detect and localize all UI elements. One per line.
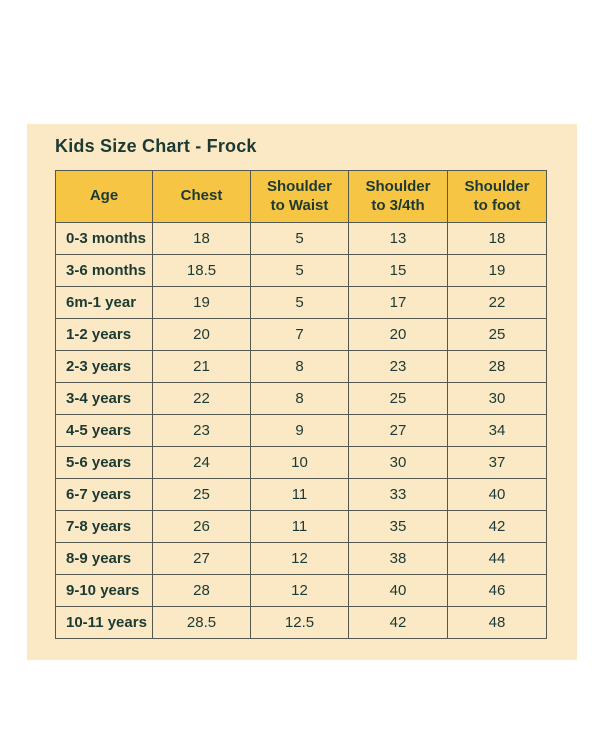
table-header-row: Age Chest Shoulder to Waist Shoulder to 3/4… bbox=[55, 170, 547, 223]
table-row: 1-2 years 20 7 20 25 bbox=[55, 318, 547, 351]
age-cell: 10-11 years bbox=[55, 606, 153, 639]
value-cell: 12 bbox=[250, 542, 349, 575]
value-cell: 25 bbox=[348, 382, 448, 415]
table-row: 5-6 years 24 10 30 37 bbox=[55, 446, 547, 479]
age-cell: 0-3 months bbox=[55, 222, 153, 255]
value-cell: 8 bbox=[250, 350, 349, 383]
value-cell: 11 bbox=[250, 478, 349, 511]
table-row: 3-6 months 18.5 5 15 19 bbox=[55, 254, 547, 287]
column-header: Shoulder to Waist bbox=[250, 170, 349, 223]
value-cell: 22 bbox=[152, 382, 251, 415]
value-cell: 40 bbox=[447, 478, 547, 511]
value-cell: 25 bbox=[447, 318, 547, 351]
value-cell: 24 bbox=[152, 446, 251, 479]
value-cell: 18 bbox=[447, 222, 547, 255]
value-cell: 19 bbox=[152, 286, 251, 319]
age-cell: 7-8 years bbox=[55, 510, 153, 543]
value-cell: 8 bbox=[250, 382, 349, 415]
value-cell: 38 bbox=[348, 542, 448, 575]
column-header: Shoulder to foot bbox=[447, 170, 547, 223]
value-cell: 33 bbox=[348, 478, 448, 511]
value-cell: 23 bbox=[348, 350, 448, 383]
table-row: 6m-1 year 19 5 17 22 bbox=[55, 286, 547, 319]
value-cell: 9 bbox=[250, 414, 349, 447]
value-cell: 26 bbox=[152, 510, 251, 543]
column-header: Age bbox=[55, 170, 153, 223]
age-cell: 8-9 years bbox=[55, 542, 153, 575]
table-row: 2-3 years 21 8 23 28 bbox=[55, 350, 547, 383]
value-cell: 19 bbox=[447, 254, 547, 287]
table-row: 0-3 months 18 5 13 18 bbox=[55, 222, 547, 255]
value-cell: 18.5 bbox=[152, 254, 251, 287]
value-cell: 48 bbox=[447, 606, 547, 639]
age-cell: 1-2 years bbox=[55, 318, 153, 351]
size-chart-card: Kids Size Chart - Frock Age Chest Shoulder… bbox=[27, 124, 577, 660]
value-cell: 21 bbox=[152, 350, 251, 383]
column-header: Shoulder to 3/4th bbox=[348, 170, 448, 223]
value-cell: 5 bbox=[250, 286, 349, 319]
age-cell: 6m-1 year bbox=[55, 286, 153, 319]
page-title: Kids Size Chart - Frock bbox=[55, 136, 257, 156]
value-cell: 20 bbox=[152, 318, 251, 351]
age-cell: 9-10 years bbox=[55, 574, 153, 607]
value-cell: 28 bbox=[152, 574, 251, 607]
table-row: 6-7 years 25 11 33 40 bbox=[55, 478, 547, 511]
value-cell: 10 bbox=[250, 446, 349, 479]
value-cell: 46 bbox=[447, 574, 547, 607]
value-cell: 23 bbox=[152, 414, 251, 447]
value-cell: 5 bbox=[250, 222, 349, 255]
table-row: 7-8 years 26 11 35 42 bbox=[55, 510, 547, 543]
column-header: Chest bbox=[152, 170, 251, 223]
value-cell: 17 bbox=[348, 286, 448, 319]
value-cell: 28 bbox=[447, 350, 547, 383]
value-cell: 7 bbox=[250, 318, 349, 351]
value-cell: 22 bbox=[447, 286, 547, 319]
table-row: 3-4 years 22 8 25 30 bbox=[55, 382, 547, 415]
table-body: 0-3 months 18 5 13 18 3-6 months 18.5 5 15 19 6m-1… bbox=[55, 222, 547, 639]
value-cell: 27 bbox=[152, 542, 251, 575]
value-cell: 42 bbox=[348, 606, 448, 639]
age-cell: 2-3 years bbox=[55, 350, 153, 383]
table-row: 4-5 years 23 9 27 34 bbox=[55, 414, 547, 447]
table-header: Age Chest Shoulder to Waist Shoulder to 3/4… bbox=[55, 170, 547, 223]
age-cell: 3-4 years bbox=[55, 382, 153, 415]
value-cell: 13 bbox=[348, 222, 448, 255]
table-row: 9-10 years 28 12 40 46 bbox=[55, 574, 547, 607]
size-chart-table: Age Chest Shoulder to Waist Shoulder to 3/4… bbox=[55, 170, 547, 639]
value-cell: 40 bbox=[348, 574, 448, 607]
value-cell: 12 bbox=[250, 574, 349, 607]
table-row: 10-11 years 28.5 12.5 42 48 bbox=[55, 606, 547, 639]
value-cell: 42 bbox=[447, 510, 547, 543]
value-cell: 30 bbox=[348, 446, 448, 479]
value-cell: 27 bbox=[348, 414, 448, 447]
table-row: 8-9 years 27 12 38 44 bbox=[55, 542, 547, 575]
value-cell: 30 bbox=[447, 382, 547, 415]
value-cell: 25 bbox=[152, 478, 251, 511]
value-cell: 12.5 bbox=[250, 606, 349, 639]
age-cell: 6-7 years bbox=[55, 478, 153, 511]
value-cell: 5 bbox=[250, 254, 349, 287]
value-cell: 28.5 bbox=[152, 606, 251, 639]
age-cell: 5-6 years bbox=[55, 446, 153, 479]
value-cell: 34 bbox=[447, 414, 547, 447]
age-cell: 4-5 years bbox=[55, 414, 153, 447]
value-cell: 11 bbox=[250, 510, 349, 543]
value-cell: 35 bbox=[348, 510, 448, 543]
value-cell: 20 bbox=[348, 318, 448, 351]
value-cell: 44 bbox=[447, 542, 547, 575]
value-cell: 18 bbox=[152, 222, 251, 255]
value-cell: 37 bbox=[447, 446, 547, 479]
value-cell: 15 bbox=[348, 254, 448, 287]
age-cell: 3-6 months bbox=[55, 254, 153, 287]
